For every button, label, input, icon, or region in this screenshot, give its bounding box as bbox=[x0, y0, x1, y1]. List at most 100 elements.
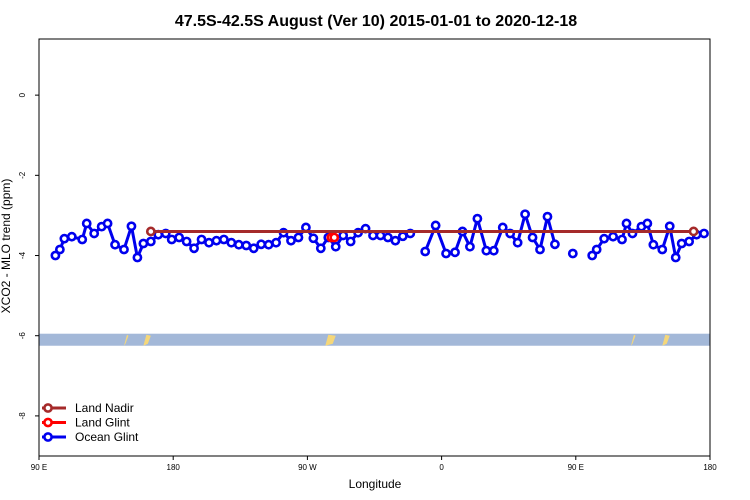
land-patch bbox=[143, 334, 151, 346]
y-tick-label: -6 bbox=[18, 332, 27, 340]
data-point bbox=[472, 213, 483, 224]
ocean-band bbox=[39, 333, 710, 346]
land-patch bbox=[123, 334, 129, 346]
y-tick-label: -2 bbox=[18, 171, 27, 179]
data-point bbox=[550, 239, 560, 250]
data-point bbox=[315, 243, 326, 254]
land-patch bbox=[662, 334, 670, 346]
data-point bbox=[430, 220, 441, 231]
data-point bbox=[542, 211, 553, 222]
data-point bbox=[617, 234, 627, 245]
legend-marker bbox=[43, 432, 53, 442]
data-point bbox=[684, 236, 695, 247]
data-point bbox=[174, 232, 185, 243]
legend-marker bbox=[43, 417, 53, 428]
data-point bbox=[699, 228, 709, 239]
data-point bbox=[329, 232, 340, 243]
data-point bbox=[450, 247, 460, 258]
data-point bbox=[59, 233, 70, 244]
legend-label: Land Glint bbox=[75, 416, 130, 430]
data-point bbox=[102, 218, 113, 229]
data-point bbox=[481, 245, 492, 256]
data-point bbox=[567, 248, 578, 259]
y-tick-label: 0 bbox=[18, 92, 27, 97]
x-tick-label: 90 E bbox=[568, 463, 584, 472]
legend-label: Land Nadir bbox=[75, 401, 134, 415]
data-point bbox=[196, 234, 207, 245]
data-point bbox=[420, 246, 431, 257]
data-point bbox=[608, 231, 618, 242]
data-point bbox=[345, 236, 356, 247]
data-point bbox=[226, 237, 237, 248]
data-point bbox=[657, 244, 668, 255]
data-point bbox=[397, 231, 408, 242]
data-point bbox=[293, 232, 304, 243]
data-point bbox=[119, 244, 129, 255]
data-point bbox=[271, 237, 281, 248]
x-tick-label: 180 bbox=[167, 463, 181, 472]
y-tick-label: -4 bbox=[18, 251, 27, 259]
data-point bbox=[286, 235, 296, 246]
legend-item: Land Nadir bbox=[42, 401, 134, 415]
legend-item: Land Glint bbox=[42, 416, 130, 430]
data-point bbox=[189, 243, 199, 254]
data-point bbox=[330, 241, 341, 252]
legend-marker bbox=[43, 403, 53, 413]
data-point bbox=[50, 250, 61, 261]
data-point bbox=[591, 244, 602, 255]
land-patch bbox=[325, 334, 336, 346]
data-point bbox=[233, 239, 244, 250]
data-point bbox=[132, 252, 143, 263]
data-point bbox=[77, 234, 88, 245]
land-patch bbox=[630, 334, 636, 346]
x-tick-label: 180 bbox=[703, 463, 717, 472]
x-tick-label: 90 W bbox=[298, 463, 317, 472]
plot-frame bbox=[38, 38, 711, 457]
data-point bbox=[621, 218, 632, 229]
data-point bbox=[527, 232, 538, 243]
y-axis-label: XCO2 - MLO trend (ppm) bbox=[0, 179, 13, 314]
data-point bbox=[263, 239, 274, 250]
series-layer bbox=[50, 209, 709, 263]
data-point bbox=[241, 240, 252, 251]
legend-label: Ocean Glint bbox=[75, 430, 139, 444]
data-point bbox=[89, 228, 100, 239]
data-point bbox=[390, 235, 401, 246]
y-tick-label: -8 bbox=[18, 412, 27, 420]
data-point bbox=[664, 221, 675, 232]
data-point bbox=[465, 241, 475, 252]
axes: 90 E 180 90 W 0 90 E 180 0 -2 -4 -6 -8 bbox=[18, 92, 717, 472]
data-point bbox=[488, 245, 499, 256]
data-point bbox=[145, 226, 156, 237]
data-point bbox=[670, 252, 681, 263]
data-point bbox=[54, 244, 65, 255]
data-point bbox=[110, 239, 120, 250]
data-point bbox=[648, 239, 659, 250]
data-point bbox=[204, 237, 214, 248]
data-point bbox=[126, 221, 137, 232]
data-point bbox=[248, 243, 259, 254]
data-point bbox=[383, 232, 393, 243]
data-point bbox=[587, 250, 598, 261]
data-point bbox=[138, 238, 149, 249]
data-point bbox=[308, 233, 319, 244]
data-point bbox=[642, 218, 653, 229]
chart-title: 47.5S-42.5S August (Ver 10) 2015-01-01 t… bbox=[175, 13, 577, 30]
land-ocean-band bbox=[39, 333, 710, 346]
series-land-glint bbox=[326, 232, 340, 243]
legend-item: Ocean Glint bbox=[42, 430, 139, 444]
data-point bbox=[256, 239, 267, 250]
data-point bbox=[166, 234, 177, 245]
data-point bbox=[441, 248, 451, 259]
data-point bbox=[688, 226, 699, 237]
x-tick-label: 90 E bbox=[31, 463, 47, 472]
data-point bbox=[535, 244, 545, 255]
data-point bbox=[512, 237, 523, 248]
data-point bbox=[145, 236, 156, 247]
series-land-nadir bbox=[145, 226, 699, 237]
x-tick-label: 0 bbox=[439, 463, 444, 472]
data-point bbox=[520, 209, 531, 220]
data-point bbox=[66, 231, 77, 242]
